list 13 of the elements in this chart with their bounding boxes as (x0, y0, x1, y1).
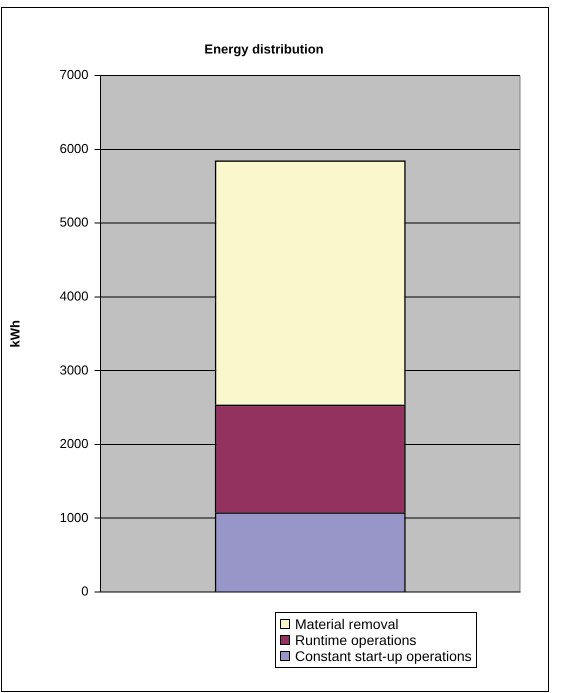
y-tick-label: 4000 (60, 288, 89, 304)
y-tick-label: 1000 (60, 510, 89, 525)
y-tick-label: 3000 (60, 362, 89, 378)
y-tick-label: 0 (81, 584, 89, 599)
legend-label: Material removal (295, 616, 398, 632)
legend-label: Runtime operations (295, 632, 416, 648)
chart-title: Energy distribution (204, 41, 324, 56)
y-tick-label: 5000 (60, 214, 89, 230)
y-tick-label: 2000 (60, 436, 89, 452)
y-axis-title: kWh (7, 320, 22, 348)
legend-label: Constant start-up operations (295, 648, 472, 664)
y-tick-label: 6000 (60, 140, 89, 156)
y-tick-label: 7000 (60, 67, 89, 82)
